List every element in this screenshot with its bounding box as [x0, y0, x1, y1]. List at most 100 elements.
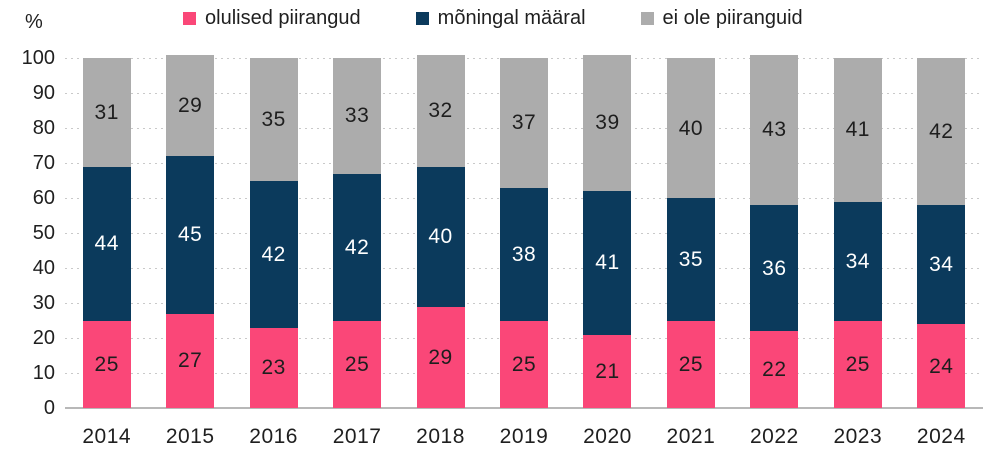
x-tick-label: 2018 [416, 425, 465, 448]
segment: 35 [249, 58, 298, 181]
bar-2017: 25 42 33 [333, 58, 382, 408]
y-tick-label: 10 [32, 362, 55, 384]
segment-value-label: 21 [595, 359, 620, 383]
segment: 40 [416, 166, 465, 307]
y-tick-label: 80 [32, 117, 55, 139]
y-tick-label: 30 [32, 292, 55, 314]
bar-2023: 25 34 41 [833, 58, 882, 408]
bar-2016: 23 42 35 [249, 58, 298, 408]
segment-value-label: 25 [94, 352, 119, 376]
legend-item-moningal-maaral: mõningal määral [415, 7, 586, 30]
segment: 29 [166, 54, 215, 156]
segment-value-label: 40 [678, 116, 704, 140]
bar-2015: 27 45 29 [166, 54, 215, 408]
segment: 41 [833, 58, 882, 202]
bar-2020: 21 41 39 [583, 54, 632, 408]
x-tick-label: 2020 [583, 425, 632, 448]
segment: 41 [583, 191, 632, 335]
segment: 31 [82, 58, 131, 167]
segment-value-label: 41 [595, 251, 620, 275]
segment-value-label: 40 [428, 225, 453, 248]
segment-value-label: 24 [929, 354, 954, 378]
segment-value-label: 25 [511, 352, 537, 376]
bar-2018: 29 40 32 [416, 54, 465, 408]
segment: 34 [833, 201, 882, 321]
x-tick-label: 2023 [833, 425, 883, 448]
segment-value-label: 44 [94, 232, 119, 255]
segment-value-label: 23 [261, 356, 286, 380]
segment: 22 [750, 331, 799, 408]
y-tick-label: 70 [32, 152, 55, 174]
segment: 29 [416, 306, 465, 408]
segment-value-label: 35 [678, 247, 704, 271]
segment: 45 [166, 156, 215, 314]
bar-2024: 24 34 42 [917, 58, 966, 408]
segment-value-label: 42 [261, 242, 286, 266]
segment-value-label: 25 [678, 352, 704, 376]
segment-value-label: 39 [595, 111, 620, 135]
segment: 36 [750, 205, 799, 331]
segment-value-label: 33 [344, 104, 370, 128]
segment: 23 [249, 327, 298, 408]
segment-value-label: 35 [261, 107, 286, 131]
y-tick-label: 50 [32, 222, 55, 244]
segment: 27 [166, 313, 215, 408]
x-tick-label: 2016 [249, 425, 298, 448]
segment-value-label: 34 [845, 249, 870, 273]
segment: 42 [249, 180, 298, 328]
segment-value-label: 29 [428, 345, 453, 369]
segment-value-label: 32 [428, 99, 453, 122]
segment: 32 [416, 54, 465, 167]
segment: 38 [500, 187, 548, 321]
legend-swatch-icon [415, 12, 429, 25]
segment-value-label: 22 [762, 358, 787, 381]
segment-value-label: 36 [762, 256, 787, 280]
x-tick-label: 2019 [499, 425, 549, 448]
segment: 35 [666, 198, 715, 321]
segment-value-label: 34 [929, 253, 954, 276]
segment: 25 [82, 320, 131, 408]
bar-2014: 25 44 31 [82, 58, 131, 408]
segment: 42 [917, 58, 966, 205]
segment-value-label: 27 [177, 349, 203, 373]
segment-value-label: 42 [929, 120, 954, 143]
segment: 40 [666, 58, 715, 198]
segment: 25 [500, 320, 548, 408]
bar-2021: 25 35 40 [666, 58, 715, 408]
segment-value-label: 45 [177, 223, 203, 247]
y-tick-label: 40 [32, 257, 55, 279]
segment-value-label: 43 [762, 118, 787, 142]
legend-label: ei ole piiranguid [662, 7, 803, 29]
segment: 37 [500, 58, 548, 188]
segment: 44 [82, 166, 131, 321]
legend-swatch-icon [640, 12, 654, 25]
legend-label: olulised piirangud [205, 7, 361, 29]
segment-value-label: 25 [845, 352, 870, 376]
y-tick-label: 90 [32, 82, 55, 104]
segment: 24 [917, 324, 966, 408]
segment-value-label: 25 [344, 352, 370, 376]
segment: 43 [750, 54, 799, 205]
x-tick-label: 2024 [916, 425, 966, 448]
x-tick-label: 2015 [165, 425, 215, 448]
bar-2022: 22 36 43 [750, 54, 799, 408]
segment-value-label: 37 [511, 111, 537, 135]
x-tick-label: 2022 [750, 425, 799, 448]
segment-value-label: 38 [511, 242, 537, 266]
segment: 42 [333, 173, 382, 321]
segment: 39 [583, 54, 632, 191]
segment-value-label: 42 [344, 235, 370, 259]
segment: 25 [666, 320, 715, 408]
plot-area: 25 44 31 27 45 29 23 42 35 25 42 33 29 40 32 25 38 37 21 41… [65, 54, 983, 409]
segment: 25 [833, 320, 882, 408]
x-axis: 2014 2015 2016 2017 2018 2019 2020 2021 2022 2023… [65, 423, 983, 453]
segment: 21 [583, 334, 632, 408]
y-tick-label: 0 [43, 397, 55, 419]
x-axis-baseline [65, 407, 983, 409]
segment: 25 [333, 320, 382, 408]
y-tick-label: 100 [21, 47, 55, 69]
legend-swatch-icon [183, 12, 196, 25]
segment: 34 [917, 205, 966, 324]
y-axis: 0 10 20 30 40 50 60 70 80 90 100 [0, 47, 55, 419]
